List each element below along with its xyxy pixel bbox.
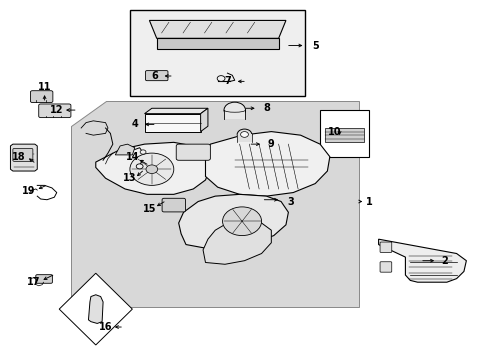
Text: 2: 2 [440,256,447,266]
Circle shape [130,153,173,185]
Text: 13: 13 [123,173,136,183]
Text: 18: 18 [12,152,26,162]
Polygon shape [88,295,103,323]
FancyBboxPatch shape [176,144,210,160]
FancyBboxPatch shape [39,104,71,118]
Polygon shape [71,101,358,307]
Text: 14: 14 [125,152,139,162]
Text: 10: 10 [327,127,341,136]
Circle shape [140,150,146,154]
Polygon shape [203,220,271,264]
FancyBboxPatch shape [36,275,52,283]
Polygon shape [205,132,329,196]
Text: 9: 9 [267,139,274,149]
FancyBboxPatch shape [30,91,53,103]
FancyBboxPatch shape [379,242,391,252]
Circle shape [136,164,143,169]
Polygon shape [144,108,207,114]
Bar [237,134,251,141]
Text: 6: 6 [151,71,157,81]
Bar [224,110,245,119]
Text: 17: 17 [27,277,41,287]
Polygon shape [200,108,207,132]
Circle shape [224,102,245,118]
FancyBboxPatch shape [13,148,33,161]
Text: 8: 8 [263,103,269,113]
Circle shape [146,165,158,174]
Text: 12: 12 [50,105,63,115]
Text: 1: 1 [365,197,371,207]
FancyBboxPatch shape [379,262,391,272]
Polygon shape [115,144,135,155]
Polygon shape [144,114,200,132]
Polygon shape [325,128,363,142]
Text: 4: 4 [131,120,138,129]
Text: 15: 15 [142,204,156,214]
Text: 16: 16 [99,322,112,332]
Bar [130,10,305,96]
Circle shape [222,207,261,235]
Circle shape [217,76,224,81]
Text: 3: 3 [287,197,294,207]
Circle shape [237,129,251,140]
Polygon shape [378,239,466,282]
Polygon shape [149,21,285,39]
Bar [320,110,368,157]
Circle shape [240,132,248,137]
FancyBboxPatch shape [145,71,167,81]
Polygon shape [10,144,37,171]
Text: 11: 11 [38,82,51,92]
Polygon shape [178,194,288,248]
FancyBboxPatch shape [162,198,185,212]
Polygon shape [59,273,132,345]
Polygon shape [157,39,278,49]
Text: 19: 19 [22,186,36,196]
Polygon shape [96,142,210,194]
Text: 5: 5 [311,41,318,50]
Text: 7: 7 [224,76,230,86]
